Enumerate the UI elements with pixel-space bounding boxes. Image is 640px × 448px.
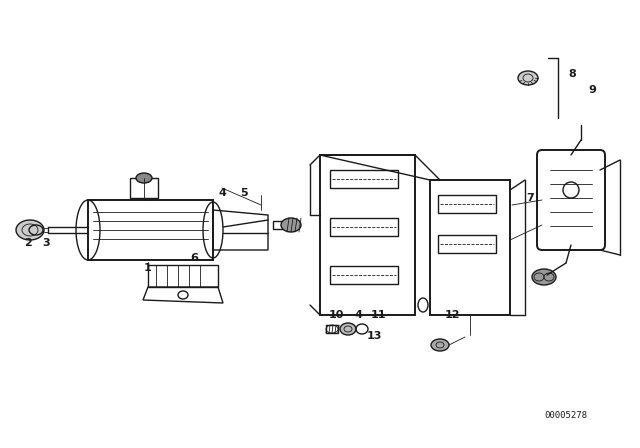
Text: 7: 7 xyxy=(526,193,534,203)
Bar xyxy=(273,221,285,229)
Text: 10: 10 xyxy=(328,310,344,320)
Bar xyxy=(320,155,415,315)
Bar xyxy=(330,266,398,284)
Text: 2: 2 xyxy=(24,238,32,248)
Ellipse shape xyxy=(431,339,449,351)
Text: 5: 5 xyxy=(240,188,248,198)
Ellipse shape xyxy=(136,173,152,183)
Ellipse shape xyxy=(532,269,556,285)
Text: 9: 9 xyxy=(588,85,596,95)
Bar xyxy=(330,170,398,188)
Bar xyxy=(148,265,218,287)
Text: 1: 1 xyxy=(144,263,152,273)
Ellipse shape xyxy=(518,71,538,85)
Text: 4: 4 xyxy=(354,310,362,320)
Bar xyxy=(438,195,496,213)
Text: 12: 12 xyxy=(444,310,460,320)
Bar xyxy=(430,180,510,315)
Text: 3: 3 xyxy=(42,238,50,248)
Bar xyxy=(438,235,496,253)
Bar xyxy=(130,178,158,198)
Bar xyxy=(326,325,338,333)
Ellipse shape xyxy=(340,323,356,335)
Text: 8: 8 xyxy=(568,69,576,79)
Text: 00005278: 00005278 xyxy=(545,412,588,421)
Ellipse shape xyxy=(281,218,301,232)
Text: 6: 6 xyxy=(190,253,198,263)
Bar xyxy=(88,200,213,260)
Text: 11: 11 xyxy=(371,310,386,320)
Bar xyxy=(330,218,398,236)
Ellipse shape xyxy=(16,220,44,240)
Text: 13: 13 xyxy=(366,331,381,341)
Text: 4: 4 xyxy=(218,188,226,198)
